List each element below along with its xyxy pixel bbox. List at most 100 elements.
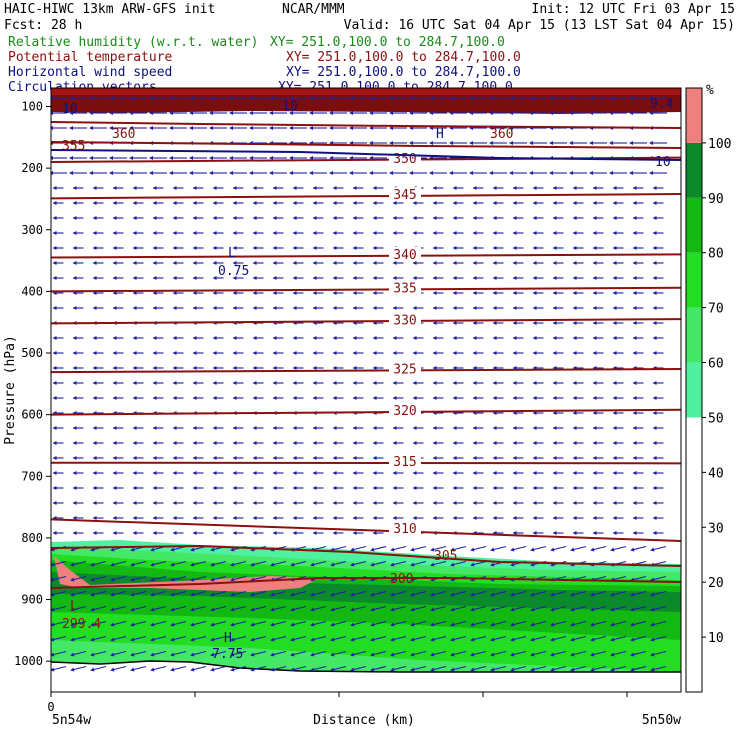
theta-contour-line bbox=[51, 408, 681, 416]
wind-vector bbox=[650, 620, 667, 627]
wind-vector bbox=[51, 650, 67, 657]
wind-vector bbox=[290, 605, 307, 612]
wind-vector bbox=[370, 650, 387, 657]
rh-saturated bbox=[54, 556, 320, 592]
wind-vector bbox=[430, 665, 447, 672]
wind-vector bbox=[170, 560, 187, 567]
wind-vector bbox=[270, 575, 287, 582]
wind-vector bbox=[210, 590, 227, 597]
colorbar-tick-label: 20 bbox=[708, 576, 724, 591]
theta-contour-label: 335 bbox=[393, 282, 416, 297]
rh-top-band-pink bbox=[51, 88, 681, 95]
theta-label-bg bbox=[389, 361, 421, 376]
wind-vector bbox=[450, 545, 467, 552]
wind-vector bbox=[390, 620, 407, 627]
wind-vector bbox=[590, 665, 607, 672]
wind-vector bbox=[51, 665, 67, 672]
wind-vector bbox=[230, 620, 247, 627]
label-wind-10-c: 10 bbox=[655, 155, 671, 170]
colorbar-unit: % bbox=[706, 83, 714, 98]
wind-vector bbox=[150, 650, 167, 657]
wind-vector bbox=[110, 620, 127, 627]
terrain-line bbox=[51, 660, 681, 673]
wind-vector bbox=[230, 560, 247, 567]
wind-vector bbox=[70, 650, 87, 657]
theta-contour-label: 345 bbox=[393, 188, 416, 203]
field-theta-name: Potential temperature bbox=[8, 50, 173, 65]
wind-vector bbox=[430, 650, 447, 657]
wind-vector bbox=[510, 635, 527, 642]
y-tick-label: 200 bbox=[21, 161, 43, 175]
x-left-location: 5n54w bbox=[52, 713, 91, 728]
wind-vector bbox=[310, 545, 327, 552]
wind-vector bbox=[510, 590, 527, 597]
wind-vector bbox=[330, 560, 347, 567]
wind-vector bbox=[490, 605, 507, 612]
wind-vector bbox=[470, 605, 487, 612]
header-valid: Valid: 16 UTC Sat 04 Apr 15 (13 LST Sat … bbox=[344, 18, 735, 33]
wind-vector bbox=[170, 665, 187, 672]
wind-vector bbox=[370, 545, 387, 552]
theta-contour-line bbox=[51, 518, 681, 542]
theta-300-line bbox=[51, 577, 681, 589]
wind-vector bbox=[130, 665, 147, 672]
wind-vector bbox=[230, 665, 247, 672]
label-360-right: 360 bbox=[490, 127, 513, 142]
wind-vector bbox=[70, 620, 87, 627]
wind-vector bbox=[410, 620, 427, 627]
wind-vector bbox=[370, 590, 387, 597]
wind-vector bbox=[270, 605, 287, 612]
wind-vector bbox=[330, 635, 347, 642]
wind-vector bbox=[70, 665, 87, 672]
wind-vector bbox=[210, 620, 227, 627]
wind-vector bbox=[90, 665, 107, 672]
wind-vector bbox=[51, 560, 67, 567]
wind-vector bbox=[110, 605, 127, 612]
label-wind-10-a: 10 bbox=[62, 102, 78, 117]
wind-vector bbox=[410, 560, 427, 567]
wind-vector bbox=[610, 635, 627, 642]
wind-vector bbox=[370, 665, 387, 672]
wind-vector bbox=[170, 635, 187, 642]
wind-vector bbox=[410, 545, 427, 552]
wind-vector bbox=[610, 545, 627, 552]
colorbar-bin bbox=[686, 362, 702, 418]
theta-contour-label: 310 bbox=[393, 522, 416, 537]
wind-vector bbox=[70, 605, 87, 612]
wind-vector bbox=[370, 560, 387, 567]
wind-vector bbox=[310, 590, 327, 597]
y-tick-label: 500 bbox=[21, 346, 43, 360]
wind-vector bbox=[390, 665, 407, 672]
label-L-2: L bbox=[70, 599, 78, 614]
wind-vector bbox=[190, 590, 207, 597]
wind-vector bbox=[570, 620, 587, 627]
wind-vector bbox=[470, 635, 487, 642]
wind-vector bbox=[210, 560, 227, 567]
y-tick-label: 800 bbox=[21, 531, 43, 545]
y-axis: 100 200 300 400 500 600 700 800 900 1000 bbox=[14, 99, 51, 668]
wind-vector bbox=[410, 635, 427, 642]
wind-vector bbox=[650, 605, 667, 612]
wind-vector bbox=[90, 575, 107, 582]
wind-vector bbox=[130, 575, 147, 582]
header-init: Init: 12 UTC Fri 03 Apr 15 bbox=[532, 2, 736, 17]
wind-vector bbox=[450, 635, 467, 642]
field-theta-xy: XY= 251.0,100.0 to 284.7,100.0 bbox=[286, 50, 521, 65]
y-tick-label: 400 bbox=[21, 284, 43, 298]
wind-vector bbox=[410, 605, 427, 612]
wind-vector bbox=[470, 650, 487, 657]
wind-vector bbox=[630, 635, 647, 642]
colorbar-tick-label: 60 bbox=[708, 357, 724, 372]
wind-vector bbox=[210, 665, 227, 672]
wind-vector bbox=[590, 605, 607, 612]
wind-vector bbox=[550, 650, 567, 657]
wind-vector bbox=[310, 605, 327, 612]
wind-vector bbox=[530, 605, 547, 612]
wind-vector bbox=[170, 650, 187, 657]
header-model: HAIC-HIWC 13km ARW-GFS init bbox=[4, 2, 215, 17]
wind-vector bbox=[470, 620, 487, 627]
wind-vector bbox=[230, 575, 247, 582]
wind-vector bbox=[330, 650, 347, 657]
colorbar-bin bbox=[686, 307, 702, 363]
wind-vector bbox=[210, 575, 227, 582]
